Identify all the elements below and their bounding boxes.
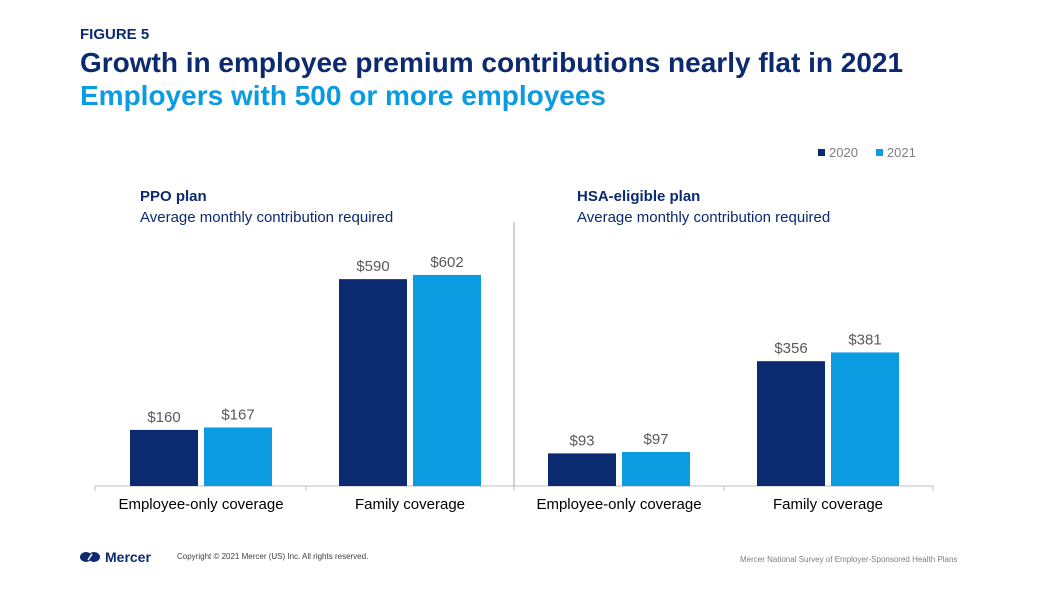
legend-label-2021: 2021 — [886, 145, 916, 160]
legend-swatch-2020 — [818, 149, 825, 156]
ppo-panel-subtitle: Average monthly contribution required — [140, 209, 394, 226]
mercer-logo-text: Mercer — [105, 549, 151, 565]
ppo-panel-title: PPO plan — [140, 188, 207, 205]
bar-hsa-employee-only-2021 — [622, 451, 690, 486]
category-label: Family coverage — [773, 496, 883, 513]
data-label: $93 — [569, 432, 594, 449]
copyright-text: Copyright © 2021 Mercer (US) Inc. All ri… — [177, 552, 369, 561]
data-label: $160 — [147, 409, 180, 426]
data-label: $590 — [356, 258, 389, 275]
mercer-logo: Mercer — [80, 549, 151, 565]
category-label: Employee-only coverage — [118, 496, 283, 513]
chart-title: Growth in employee premium contributions… — [80, 47, 904, 78]
source-text: Mercer National Survey of Employer-Spons… — [740, 555, 958, 564]
legend-swatch-2021 — [875, 149, 883, 156]
data-label: $356 — [774, 340, 807, 357]
bar-ppo-family-2021 — [413, 274, 481, 486]
hsa-panel-title: HSA-eligible plan — [577, 188, 701, 205]
bar-ppo-employee-only-2020 — [130, 429, 198, 486]
category-label: Employee-only coverage — [536, 496, 701, 513]
data-label: $167 — [221, 406, 254, 423]
hsa-panel-subtitle: Average monthly contribution required — [577, 209, 831, 226]
bar-hsa-family-2021 — [831, 352, 899, 486]
data-label: $602 — [430, 254, 463, 271]
legend: 2020 2021 — [818, 145, 916, 160]
legend-label-2020: 2020 — [829, 145, 858, 160]
legend-item-2020: 2020 — [818, 145, 858, 160]
data-label: $97 — [643, 431, 668, 448]
category-label: Family coverage — [355, 496, 465, 513]
mercer-logo-icon — [80, 552, 100, 562]
data-label: $381 — [848, 331, 881, 348]
bar-ppo-employee-only-2021 — [204, 427, 272, 486]
bar-hsa-employee-only-2020 — [548, 453, 616, 486]
chart-subtitle: Employers with 500 or more employees — [80, 80, 606, 111]
bar-hsa-family-2020 — [757, 361, 825, 486]
legend-item-2021: 2021 — [875, 145, 916, 160]
bar-ppo-family-2020 — [339, 279, 407, 486]
figure-label: FIGURE 5 — [80, 26, 150, 43]
